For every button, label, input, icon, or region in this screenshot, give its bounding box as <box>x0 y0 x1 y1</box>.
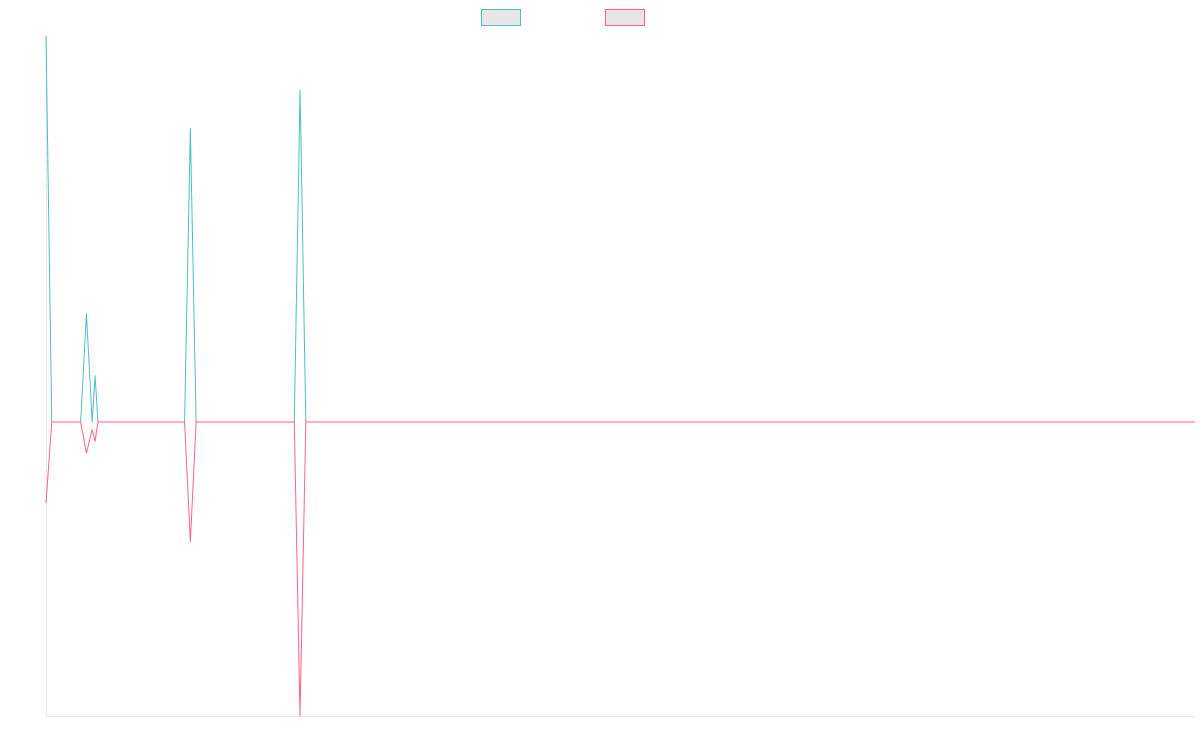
legend-swatch-series-1[interactable] <box>481 9 521 26</box>
legend-swatch-series-2[interactable] <box>605 9 645 26</box>
series-layer <box>45 35 1195 717</box>
legend <box>481 9 645 26</box>
series-2-line <box>45 421 1195 717</box>
series-1-line <box>45 35 1195 423</box>
